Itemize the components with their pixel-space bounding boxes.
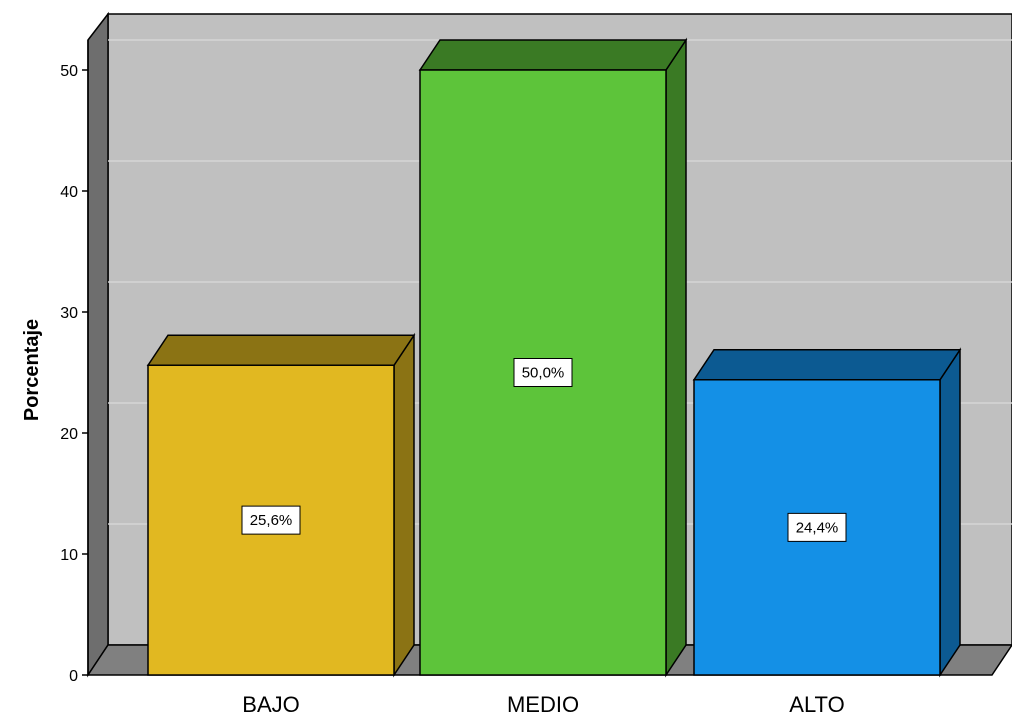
bars: 25,6% 50,0% 24,4% [146,37,962,678]
x-tick-label: MEDIO [507,692,579,717]
y-tick-label: 30 [60,305,78,322]
bar-alto: 24,4% [692,347,962,678]
y-tick-label: 0 [69,668,78,685]
x-axis: BAJO MEDIO ALTO [242,692,844,717]
bar-side [393,332,415,678]
bar-side [665,37,687,678]
y-tick-label: 10 [60,547,78,564]
y-tick-label: 20 [60,426,78,443]
bar-side [939,347,961,678]
bar-top [418,39,688,71]
data-label-box [513,358,573,387]
bar-medio: 50,0% [418,37,688,678]
data-label: 50,0% [522,365,565,382]
x-tick-label: BAJO [242,692,299,717]
y-axis-label: Porcentaje [21,319,43,421]
x-tick-label: ALTO [789,692,844,717]
bar-top [692,349,962,381]
data-label: 24,4% [796,519,839,536]
y-tick-label: 40 [60,184,78,201]
data-label-box [241,505,301,535]
bar-bajo: 25,6% [146,332,416,678]
data-label-box [787,512,847,542]
bar-top [146,334,416,366]
side-wall [87,11,109,678]
data-label: 25,6% [250,512,293,529]
y-tick-label: 50 [60,63,78,80]
y-axis: 0 10 20 30 40 50 [60,40,89,685]
